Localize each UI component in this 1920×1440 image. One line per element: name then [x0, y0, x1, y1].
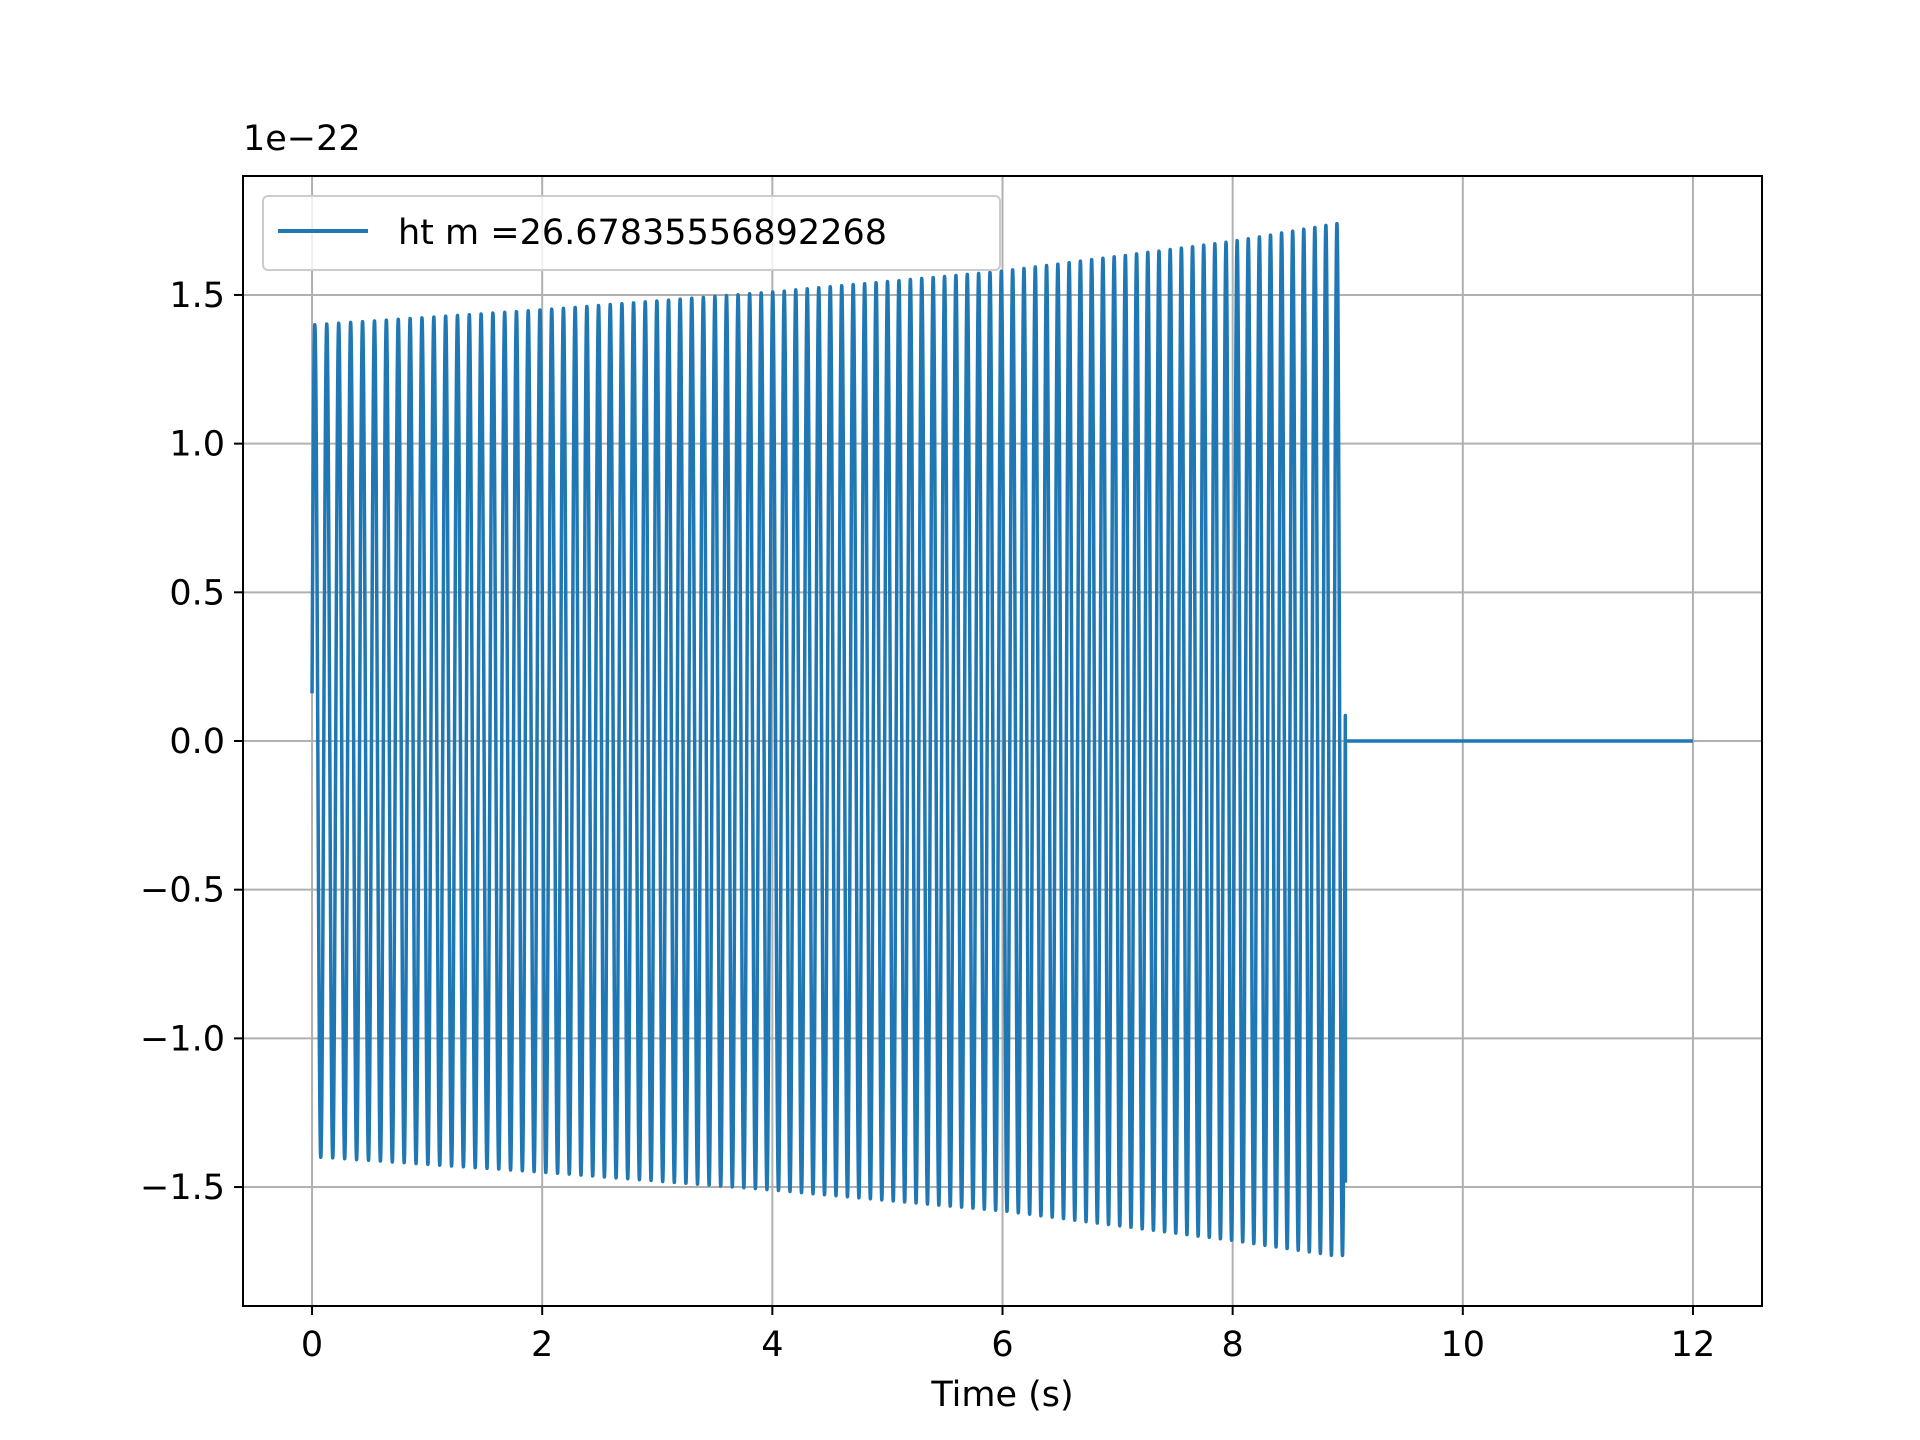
y-tick-label: −1.5	[140, 1168, 225, 1208]
x-tick-label: 4	[761, 1325, 783, 1365]
y-tick-label: 0.5	[169, 573, 225, 613]
x-tick-label: 2	[531, 1325, 553, 1365]
y-tick-label: 0.0	[169, 722, 225, 762]
y-tick-label: −1.0	[140, 1019, 225, 1059]
series-line-ht	[310, 221, 1693, 1258]
y-axis: −1.5 −1.0 −0.5 0.0 0.5 1.0 1.5	[140, 276, 243, 1208]
x-axis: 0 2 4 6 8 10 12	[301, 1306, 1715, 1365]
y-tick-label: 1.0	[169, 425, 225, 465]
legend: ht m =26.67835556892268	[262, 195, 1001, 271]
y-tick-label: −0.5	[140, 871, 225, 911]
x-tick-label: 12	[1671, 1325, 1716, 1365]
y-axis-offset-text: 1e−22	[243, 119, 361, 159]
legend-label: ht m =26.67835556892268	[398, 213, 887, 253]
x-tick-label: 8	[1222, 1325, 1244, 1365]
x-axis-label: Time (s)	[930, 1375, 1073, 1415]
x-tick-label: 6	[991, 1325, 1013, 1365]
x-tick-label: 0	[301, 1325, 323, 1365]
plot-area	[310, 221, 1693, 1258]
x-tick-label: 10	[1441, 1325, 1486, 1365]
y-tick-label: 1.5	[169, 276, 225, 316]
legend-box	[262, 195, 1001, 271]
